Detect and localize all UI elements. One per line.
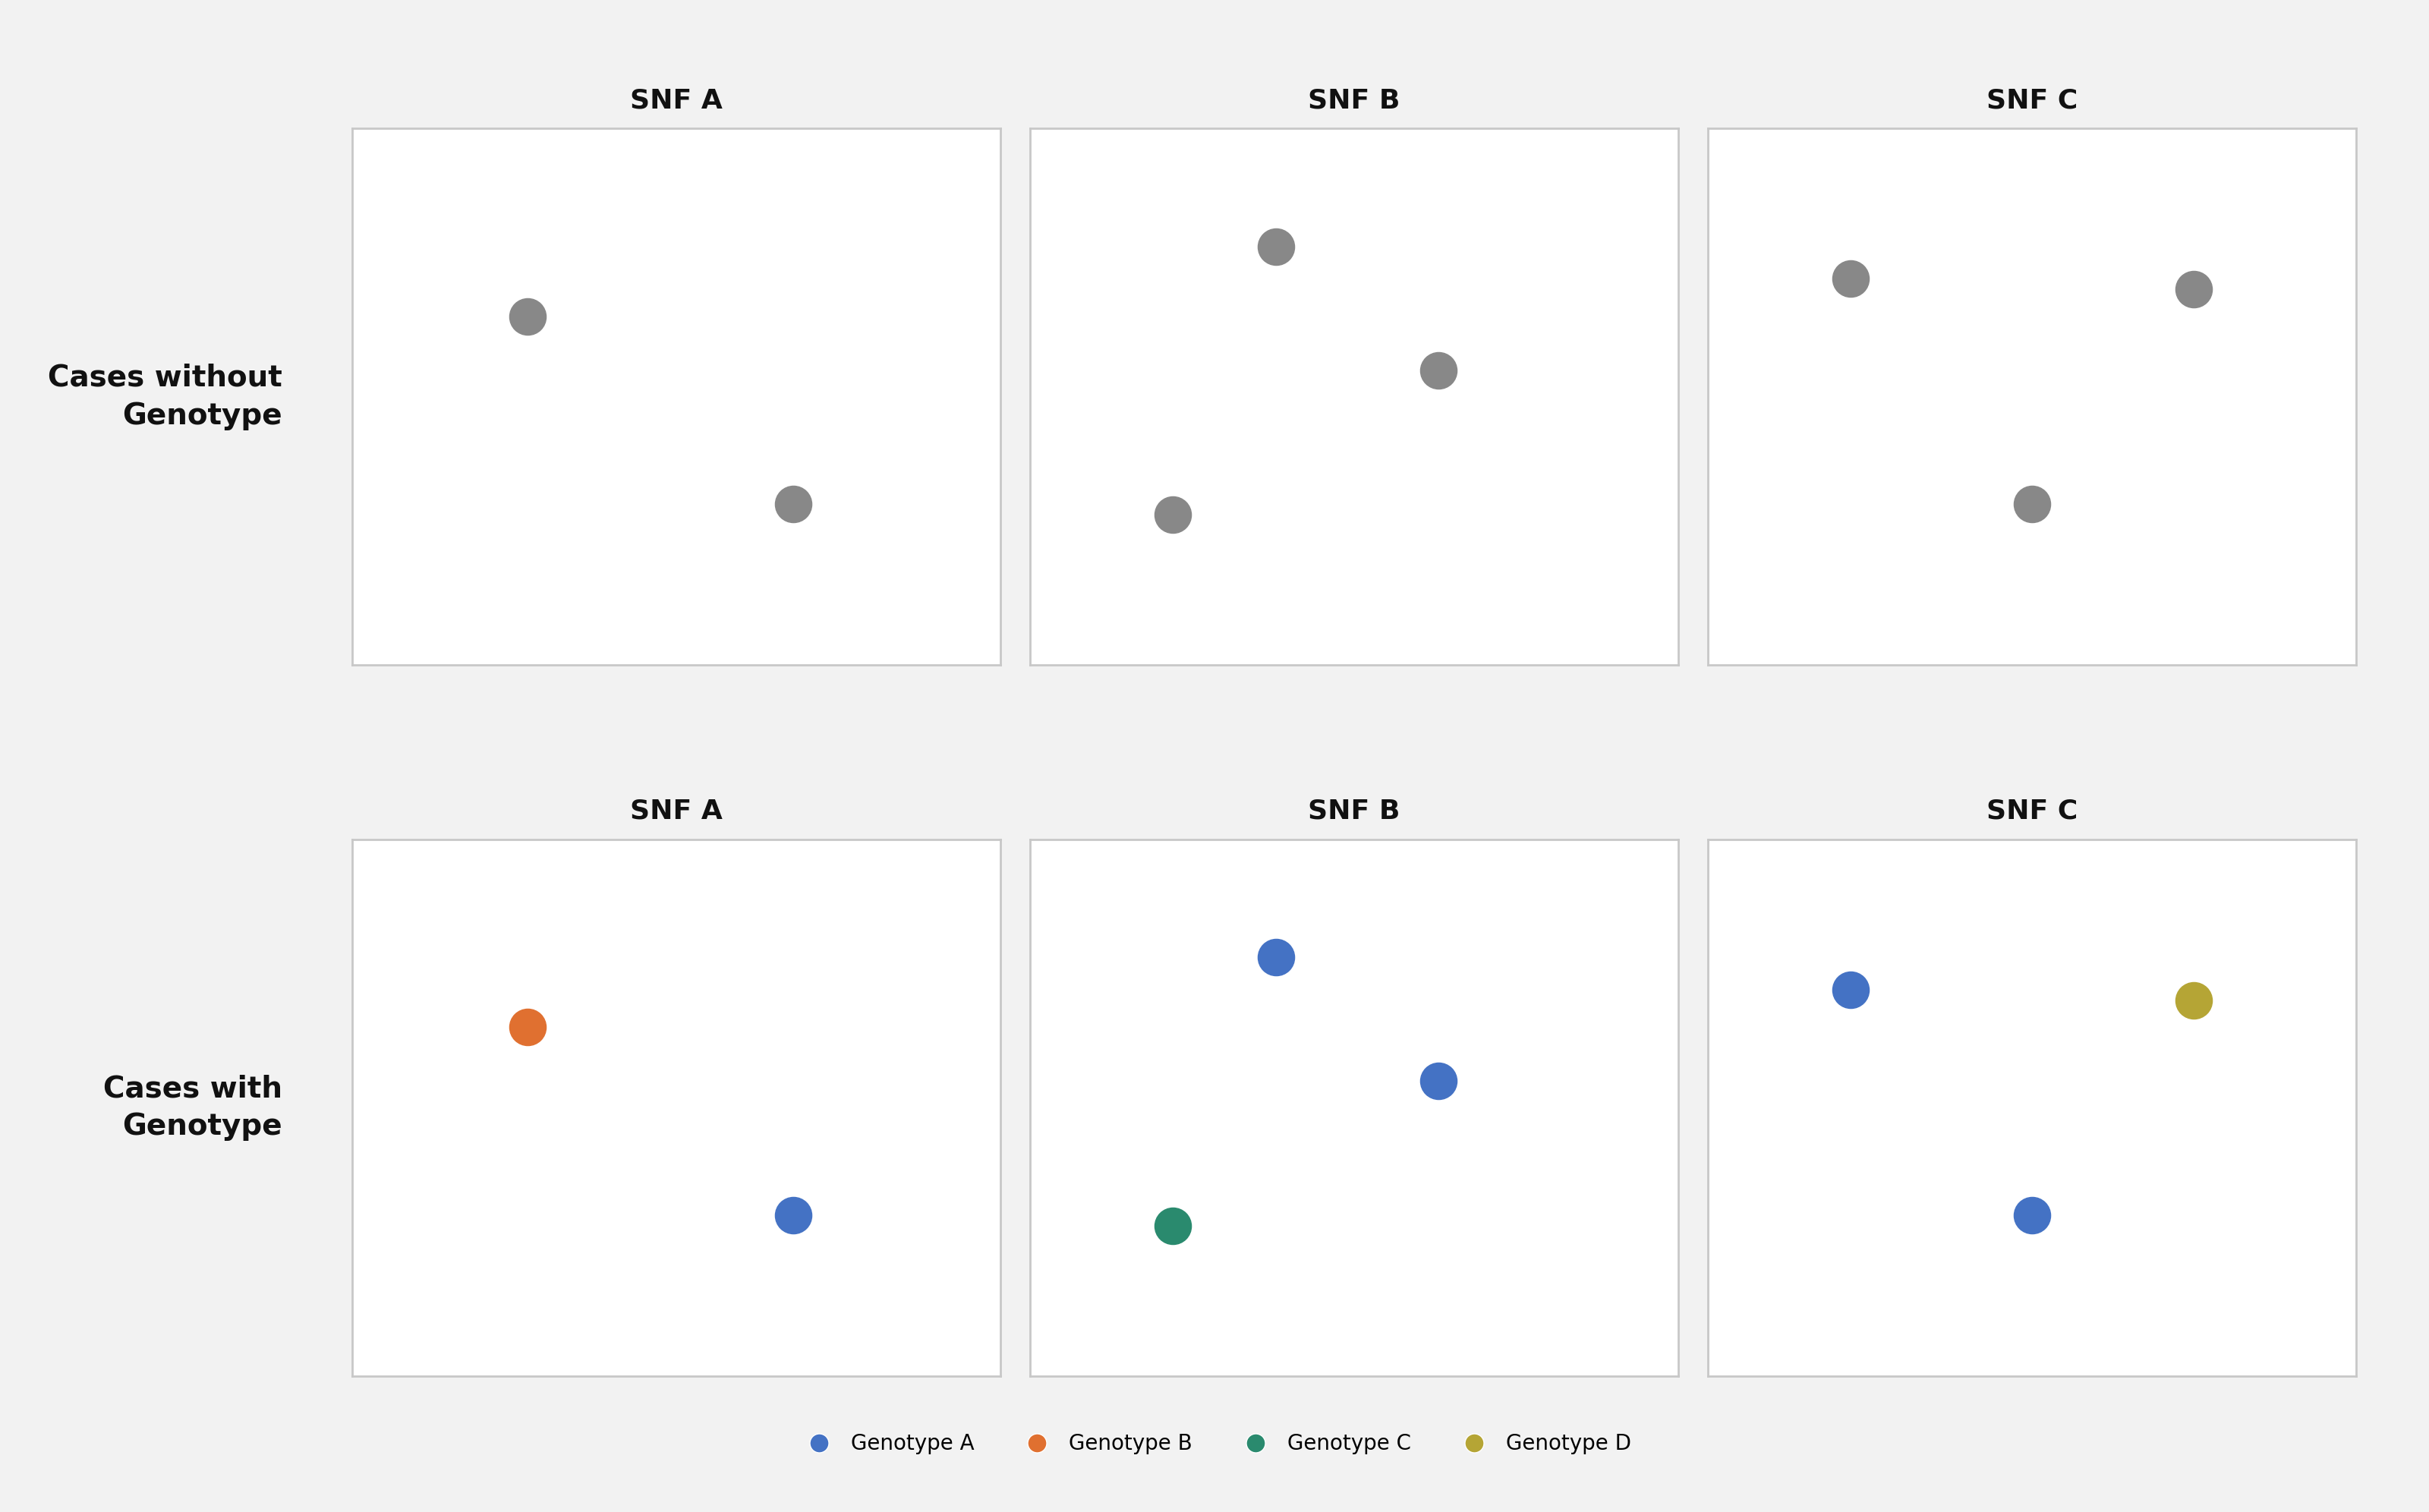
Point	[1419, 1069, 1457, 1093]
Point	[2174, 277, 2213, 301]
Point	[775, 491, 814, 516]
Point	[1256, 945, 1295, 969]
Text: SNF B: SNF B	[1309, 798, 1399, 824]
Point	[1154, 503, 1193, 528]
Text: SNF A: SNF A	[629, 88, 724, 113]
Point	[2011, 491, 2050, 516]
Point	[2174, 989, 2213, 1013]
Point	[1831, 266, 1870, 290]
Text: Cases without
Genotype: Cases without Genotype	[49, 363, 282, 431]
Text: SNF B: SNF B	[1309, 88, 1399, 113]
Text: Cases with
Genotype: Cases with Genotype	[102, 1074, 282, 1142]
Point	[508, 1015, 547, 1039]
Text: SNF C: SNF C	[1987, 88, 2077, 113]
Point	[508, 304, 547, 328]
Point	[1256, 234, 1295, 259]
Point	[1154, 1214, 1193, 1238]
Point	[775, 1204, 814, 1228]
Text: SNF A: SNF A	[629, 798, 724, 824]
Point	[1831, 977, 1870, 1001]
Point	[2011, 1204, 2050, 1228]
Point	[1419, 358, 1457, 383]
Legend: Genotype A, Genotype B, Genotype C, Genotype D: Genotype A, Genotype B, Genotype C, Geno…	[797, 1433, 1632, 1455]
Text: SNF C: SNF C	[1987, 798, 2077, 824]
